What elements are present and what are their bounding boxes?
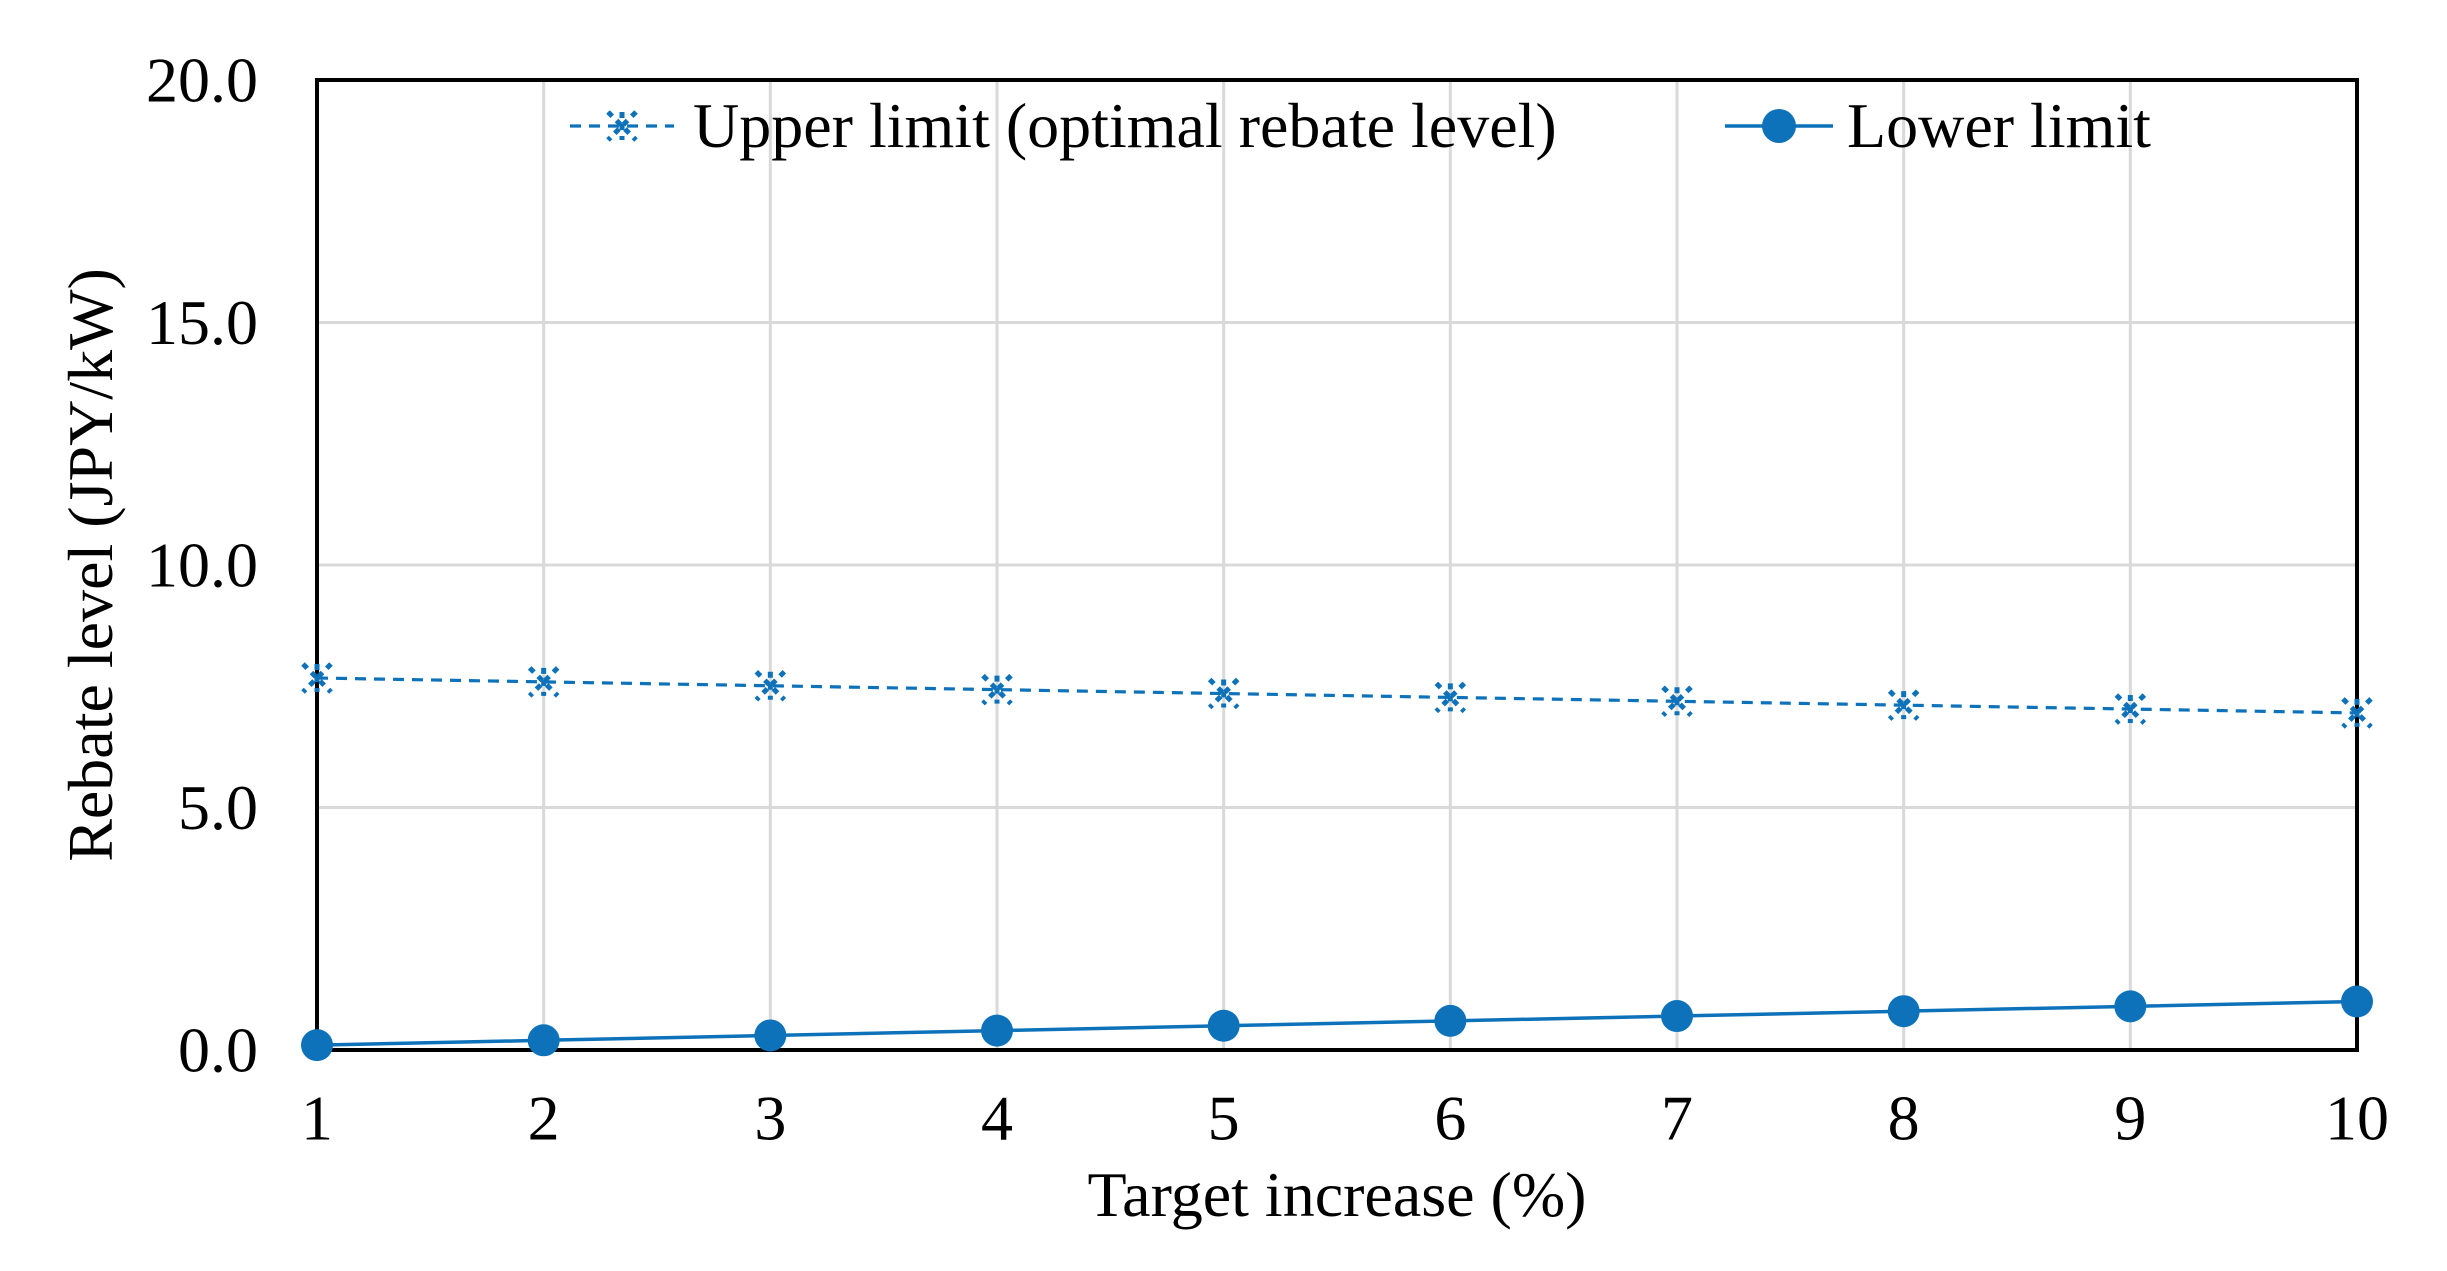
legend-item-lower-limit: Lower limit (1725, 94, 2151, 158)
y-tick-label: 15.0 (146, 287, 258, 358)
marker-circle (301, 1029, 333, 1062)
x-tick-label: 5 (1208, 1083, 1240, 1154)
marker-circle (1661, 1000, 1693, 1033)
marker-circle (527, 1024, 560, 1057)
marker-asterisk (981, 673, 1013, 706)
series-upper-line (316, 676, 2358, 715)
marker-asterisk (2341, 697, 2373, 729)
marker-circle (981, 1014, 1013, 1047)
legend-item-upper-limit: Upper limit (optimal rebate level) (570, 94, 1557, 158)
y-tick-label: 5.0 (178, 772, 258, 843)
marker-asterisk (1207, 677, 1240, 710)
y-tick-label: 0.0 (178, 1015, 258, 1086)
series-lower-line (316, 999, 2358, 1047)
legend-label-upper-limit: Upper limit (optimal rebate level) (693, 90, 1557, 161)
x-tick-label: 2 (528, 1083, 560, 1154)
x-tick-label: 1 (301, 1083, 333, 1154)
x-tick-label: 9 (2114, 1083, 2146, 1154)
y-axis-title: Rebate level (JPY/kW) (55, 268, 126, 862)
marker-asterisk (527, 666, 560, 698)
x-tick-label: 4 (981, 1083, 1013, 1154)
marker-asterisk (1661, 685, 1693, 718)
marker-asterisk (1434, 681, 1467, 714)
marker-circle (1207, 1009, 1240, 1042)
marker-circle (754, 1019, 787, 1052)
solid-circle-marker-icon (1725, 109, 1833, 143)
marker-circle (1434, 1004, 1467, 1037)
x-tick-label: 6 (1434, 1083, 1466, 1154)
legend-label-lower-limit: Lower limit (1847, 90, 2151, 161)
plot-border (315, 78, 2359, 1052)
marker-circle (2114, 990, 2147, 1023)
x-axis-title: Target increase (%) (1087, 1159, 1587, 1230)
marker-asterisk (301, 662, 333, 694)
x-tick-label: 10 (2325, 1083, 2389, 1154)
marker-circle (2341, 985, 2373, 1018)
marker-circle (1887, 995, 1920, 1028)
x-tick-label: 3 (754, 1083, 786, 1154)
y-tick-label: 10.0 (146, 530, 258, 601)
x-tick-label: 7 (1661, 1083, 1693, 1154)
marker-asterisk (2114, 693, 2147, 725)
y-tick-label: 20.0 (146, 45, 258, 116)
marker-asterisk (754, 669, 787, 702)
marker-asterisk (1887, 689, 1920, 721)
x-tick-label: 8 (1888, 1083, 1920, 1154)
dashed-asterisk-marker-icon (570, 110, 674, 142)
